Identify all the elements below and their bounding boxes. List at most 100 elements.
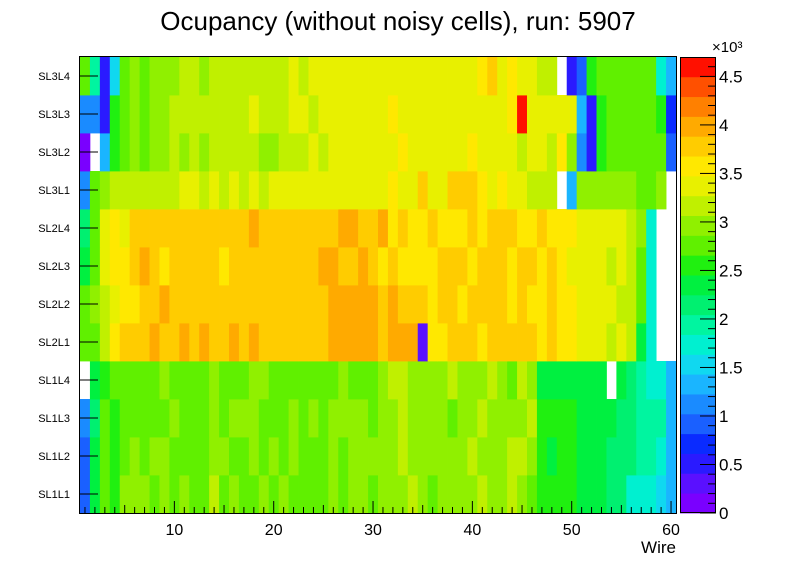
- heatmap-cell: [99, 171, 111, 210]
- heatmap-cell: [179, 437, 190, 476]
- heatmap-cell: [358, 285, 369, 324]
- heatmap-cell: [328, 361, 339, 400]
- heatmap-cell: [417, 475, 429, 514]
- heatmap-cell: [368, 171, 379, 210]
- heatmap-cell: [497, 133, 508, 172]
- y-tick-label: SL3L4: [38, 71, 70, 83]
- heatmap-cell: [387, 399, 399, 438]
- heatmap-cell: [556, 247, 568, 286]
- heatmap-cell: [487, 95, 498, 134]
- y-tick-label: SL2L4: [38, 223, 70, 235]
- heatmap-cell: [596, 247, 607, 286]
- heatmap-cell: [507, 285, 518, 324]
- heatmap-cell: [407, 323, 419, 362]
- color-scale-tick-label: 3.5: [719, 164, 743, 183]
- heatmap-cell: [477, 323, 488, 362]
- heatmap-cell: [99, 475, 111, 514]
- heatmap-cell: [407, 209, 419, 248]
- heatmap-cell: [248, 399, 260, 438]
- heatmap-cell: [318, 209, 329, 248]
- heatmap-cell: [288, 399, 299, 438]
- heatmap-cell: [417, 57, 429, 96]
- heatmap-cell: [536, 475, 548, 514]
- heatmap-cell: [527, 475, 538, 514]
- heatmap-cell: [129, 209, 140, 248]
- heatmap-cell: [99, 361, 111, 400]
- heatmap-cell: [338, 209, 349, 248]
- heatmap-cell: [179, 475, 190, 514]
- heatmap-cell: [527, 209, 538, 248]
- heatmap-cell: [109, 57, 121, 96]
- heatmap-cell: [507, 209, 518, 248]
- heatmap-cell: [477, 399, 488, 438]
- heatmap-cell: [447, 133, 458, 172]
- y-tick-label: SL1L2: [38, 451, 70, 463]
- heatmap-cell: [238, 475, 250, 514]
- heatmap-cell: [417, 171, 429, 210]
- heatmap-cell: [169, 399, 180, 438]
- heatmap-cell: [566, 57, 578, 96]
- heatmap-cell: [596, 171, 607, 210]
- heatmap-cell: [477, 475, 488, 514]
- heatmap-cell: [507, 475, 518, 514]
- heatmap-cell: [238, 399, 250, 438]
- heatmap-cell: [179, 171, 190, 210]
- heatmap-cell: [338, 171, 349, 210]
- color-scale-band: [680, 394, 716, 415]
- heatmap-cell: [457, 209, 468, 248]
- heatmap-cell: [348, 323, 359, 362]
- heatmap-cell: [169, 133, 180, 172]
- heatmap-cell: [437, 209, 448, 248]
- heatmap-cell: [407, 57, 419, 96]
- color-scale-tick-label: 1.5: [719, 358, 743, 377]
- heatmap-cell: [229, 285, 240, 324]
- heatmap-cell: [288, 361, 299, 400]
- heatmap-cell: [616, 95, 627, 134]
- heatmap-cell: [646, 171, 657, 210]
- heatmap-cell: [497, 247, 508, 286]
- heatmap-cell: [536, 323, 548, 362]
- heatmap-cell: [159, 57, 170, 96]
- heatmap-cell: [536, 437, 548, 476]
- heatmap-cell: [189, 133, 200, 172]
- heatmap-cell: [348, 133, 359, 172]
- heatmap-cell: [467, 323, 478, 362]
- heatmap-cell: [248, 171, 260, 210]
- heatmap-cell: [397, 475, 409, 514]
- heatmap-cell: [467, 437, 478, 476]
- color-scale-tick-label: 2: [719, 310, 728, 329]
- color-scale-tick-label: 3: [719, 213, 728, 232]
- heatmap-cell: [358, 57, 369, 96]
- heatmap-cell: [576, 209, 587, 248]
- heatmap-cell: [636, 133, 647, 172]
- heatmap-cell: [328, 171, 339, 210]
- heatmap-cell: [457, 437, 468, 476]
- heatmap-cell: [179, 247, 190, 286]
- heatmap-cell: [397, 57, 409, 96]
- heatmap-cell: [258, 57, 270, 96]
- heatmap-cell: [507, 247, 518, 286]
- heatmap-cell: [199, 437, 210, 476]
- heatmap-cell: [348, 475, 359, 514]
- heatmap-cell: [378, 171, 389, 210]
- heatmap-cell: [596, 209, 607, 248]
- heatmap-cell: [616, 323, 627, 362]
- heatmap-cell: [169, 247, 180, 286]
- heatmap-cell: [209, 209, 220, 248]
- y-tick-label: SL3L1: [38, 185, 70, 197]
- heatmap-cell: [616, 57, 627, 96]
- heatmap-cell: [527, 133, 538, 172]
- heatmap-cell: [99, 399, 111, 438]
- color-scale-band: [680, 413, 716, 435]
- heatmap-cell: [238, 285, 250, 324]
- heatmap-cell: [109, 171, 121, 210]
- color-scale-labels: 0 0.5 1 1.5 2 2.5 3 3.5 4 4.5: [719, 67, 743, 523]
- heatmap-cell: [378, 133, 389, 172]
- heatmap-cell: [318, 437, 329, 476]
- heatmap-cell: [109, 247, 121, 286]
- heatmap-cell: [517, 133, 528, 172]
- heatmap-cell: [149, 361, 160, 400]
- heatmap-cell: [328, 57, 339, 96]
- color-scale-band: [680, 334, 716, 355]
- heatmap-cell: [169, 171, 180, 210]
